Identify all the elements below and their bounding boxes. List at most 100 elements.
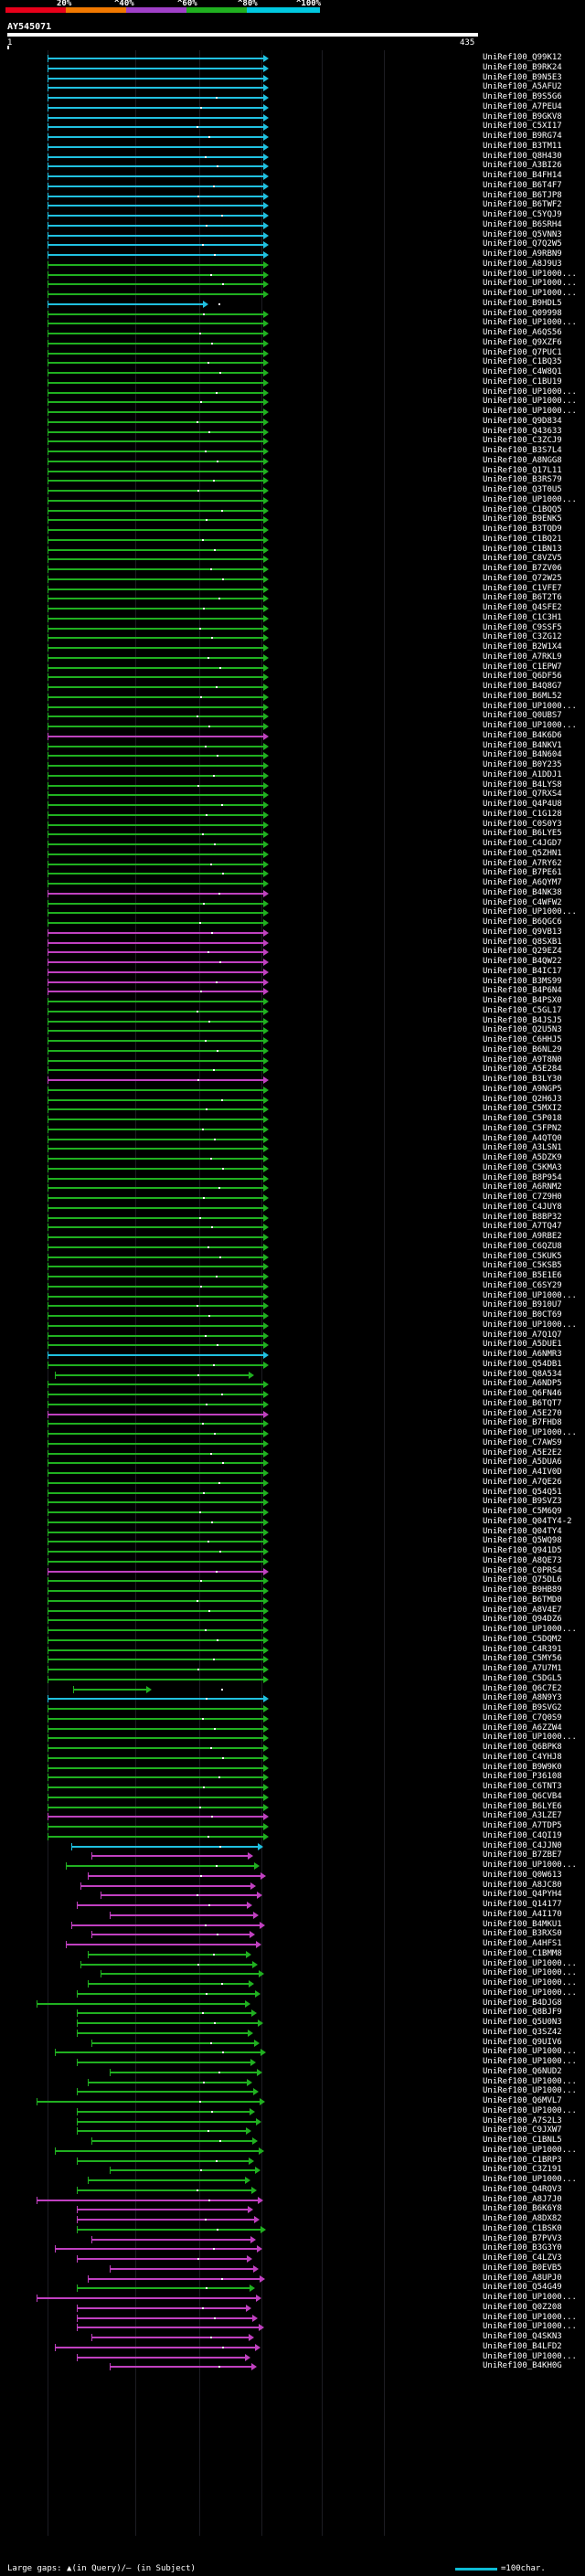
hit-label[interactable]: UniRef100_Q4P4U8 bbox=[483, 800, 562, 809]
hit-label[interactable]: UniRef100_UP1000... bbox=[483, 1625, 577, 1634]
hit-label[interactable]: UniRef100_B4FH14 bbox=[483, 171, 562, 180]
hit-label[interactable]: UniRef100_B9S5G6 bbox=[483, 92, 562, 101]
hit-label[interactable]: UniRef100_C4JJN0 bbox=[483, 1841, 562, 1850]
hit-label[interactable]: UniRef100_UP1000... bbox=[483, 2175, 577, 2184]
hit-label[interactable]: UniRef100_B6LYE5 bbox=[483, 829, 562, 838]
hit-label[interactable]: UniRef100_C6SY29 bbox=[483, 1281, 562, 1290]
hit-label[interactable]: UniRef100_UP1000... bbox=[483, 1959, 577, 1968]
hit-label[interactable]: UniRef100_A4HFS1 bbox=[483, 1939, 562, 1948]
hit-label[interactable]: UniRef100_B3TQD9 bbox=[483, 525, 562, 534]
hit-label[interactable]: UniRef100_Q5ZHN1 bbox=[483, 849, 562, 858]
hit-label[interactable]: UniRef100_A4I170 bbox=[483, 1910, 562, 1919]
hit-label[interactable]: UniRef100_C5DQM2 bbox=[483, 1635, 562, 1644]
hit-label[interactable]: UniRef100_C1BQ35 bbox=[483, 357, 562, 366]
hit-label[interactable]: UniRef100_B3RXS0 bbox=[483, 1929, 562, 1938]
hit-label[interactable]: UniRef100_B8P954 bbox=[483, 1173, 562, 1182]
hit-label[interactable]: UniRef100_Q94DZ6 bbox=[483, 1615, 562, 1624]
hit-label[interactable]: UniRef100_B3TM11 bbox=[483, 142, 562, 151]
hit-label[interactable]: UniRef100_A9RBN9 bbox=[483, 249, 562, 259]
hit-label[interactable]: UniRef100_C4JUY8 bbox=[483, 1203, 562, 1212]
hit-label[interactable]: UniRef100_A7PEU4 bbox=[483, 102, 562, 111]
hit-label[interactable]: UniRef100_Q6C7E2 bbox=[483, 1684, 562, 1693]
hit-label[interactable]: UniRef100_C5MY56 bbox=[483, 1654, 562, 1663]
hit-label[interactable]: UniRef100_Q8SXB1 bbox=[483, 938, 562, 947]
hit-label[interactable]: UniRef100_Q4SFE2 bbox=[483, 603, 562, 612]
hit-label[interactable]: UniRef100_Q0Z208 bbox=[483, 2303, 562, 2312]
hit-label[interactable]: UniRef100_B0Y235 bbox=[483, 760, 562, 769]
hit-label[interactable]: UniRef100_UP1000... bbox=[483, 2293, 577, 2302]
hit-label[interactable]: UniRef100_UP1000... bbox=[483, 289, 577, 298]
hit-label[interactable]: UniRef100_A7TDP5 bbox=[483, 1821, 562, 1830]
hit-label[interactable]: UniRef100_C1BMM8 bbox=[483, 1949, 562, 1958]
hit-label[interactable]: UniRef100_Q6MVL7 bbox=[483, 2096, 562, 2105]
hit-label[interactable]: UniRef100_UP1000... bbox=[483, 721, 577, 730]
hit-label[interactable]: UniRef100_B9HB89 bbox=[483, 1585, 562, 1595]
hit-label[interactable]: UniRef100_B9RG74 bbox=[483, 132, 562, 141]
hit-label[interactable]: UniRef100_B7PVV3 bbox=[483, 2234, 562, 2243]
hit-label[interactable]: UniRef100_C7Q0S9 bbox=[483, 1713, 562, 1723]
hit-label[interactable]: UniRef100_UP1000... bbox=[483, 397, 577, 406]
hit-label[interactable]: UniRef100_A5E2E2 bbox=[483, 1448, 562, 1458]
hit-label[interactable]: UniRef100_A7RY62 bbox=[483, 859, 562, 868]
hit-label[interactable]: UniRef100_A5DUE1 bbox=[483, 1340, 562, 1349]
hit-label[interactable]: UniRef100_C1BSK0 bbox=[483, 2224, 562, 2233]
hit-label[interactable]: UniRef100_A1DDJ1 bbox=[483, 770, 562, 779]
hit-label[interactable]: UniRef100_B4Q8G7 bbox=[483, 682, 562, 691]
hit-label[interactable]: UniRef100_B3S7L4 bbox=[483, 446, 562, 455]
hit-label[interactable]: UniRef100_A8QE73 bbox=[483, 1556, 562, 1565]
hit-label[interactable]: UniRef100_C5KMA3 bbox=[483, 1163, 562, 1172]
hit-label[interactable]: UniRef100_A5E284 bbox=[483, 1065, 562, 1074]
hit-label[interactable]: UniRef100_Q0UBS7 bbox=[483, 711, 562, 720]
hit-label[interactable]: UniRef100_B2W1X4 bbox=[483, 642, 562, 652]
hit-label[interactable]: UniRef100_A7U7M1 bbox=[483, 1664, 562, 1673]
hit-label[interactable]: UniRef100_C5KUK5 bbox=[483, 1252, 562, 1261]
hit-label[interactable]: UniRef100_UP1000... bbox=[483, 270, 577, 279]
hit-label[interactable]: UniRef100_C4QI19 bbox=[483, 1831, 562, 1840]
hit-label[interactable]: UniRef100_C0S0Y3 bbox=[483, 820, 562, 829]
hit-label[interactable]: UniRef100_A8V4E7 bbox=[483, 1606, 562, 1615]
hit-label[interactable]: UniRef100_C5KSB5 bbox=[483, 1261, 562, 1270]
hit-label[interactable]: UniRef100_B9W9K0 bbox=[483, 1763, 562, 1772]
hit-label[interactable]: UniRef100_B9ENK5 bbox=[483, 514, 562, 524]
hit-label[interactable]: UniRef100_C5P018 bbox=[483, 1114, 562, 1123]
hit-label[interactable]: UniRef100_Q17L11 bbox=[483, 466, 562, 475]
hit-label[interactable]: UniRef100_UP1000... bbox=[483, 279, 577, 288]
hit-label[interactable]: UniRef100_B4QW22 bbox=[483, 957, 562, 966]
hit-label[interactable]: UniRef100_C1BRP3 bbox=[483, 2156, 562, 2165]
hit-label[interactable]: UniRef100_Q6FN46 bbox=[483, 1389, 562, 1398]
hit-label[interactable]: UniRef100_Q7Q2W5 bbox=[483, 239, 562, 249]
hit-label[interactable]: UniRef100_C5GL17 bbox=[483, 1006, 562, 1015]
hit-label[interactable]: UniRef100_B6LYE6 bbox=[483, 1802, 562, 1811]
hit-label[interactable]: UniRef100_C4R391 bbox=[483, 1645, 562, 1654]
hit-label[interactable]: UniRef100_B6TQT7 bbox=[483, 1399, 562, 1408]
hit-label[interactable]: UniRef100_Q54G49 bbox=[483, 2283, 562, 2292]
hit-label[interactable]: UniRef100_A7Q1Q7 bbox=[483, 1330, 562, 1340]
hit-label[interactable]: UniRef100_C1C3H1 bbox=[483, 613, 562, 622]
hit-label[interactable]: UniRef100_A9RBE2 bbox=[483, 1232, 562, 1241]
hit-label[interactable]: UniRef100_Q6NUD2 bbox=[483, 2067, 562, 2076]
hit-label[interactable]: UniRef100_B4IC17 bbox=[483, 967, 562, 976]
hit-label[interactable]: UniRef100_Q29EZ4 bbox=[483, 947, 562, 956]
hit-label[interactable]: UniRef100_UP1000... bbox=[483, 2106, 577, 2115]
hit-label[interactable]: UniRef100_A5AFU2 bbox=[483, 82, 562, 91]
hit-label[interactable]: UniRef100_B5E1E6 bbox=[483, 1271, 562, 1280]
hit-label[interactable]: UniRef100_Q6BPK8 bbox=[483, 1743, 562, 1752]
hit-label[interactable]: UniRef100_C1BN13 bbox=[483, 545, 562, 554]
hit-label[interactable]: UniRef100_B4KH0G bbox=[483, 2361, 562, 2370]
hit-label[interactable]: UniRef100_B9HDL5 bbox=[483, 299, 562, 308]
hit-label[interactable]: UniRef100_A6ZZW4 bbox=[483, 1723, 562, 1733]
hit-label[interactable]: UniRef100_Q4RQV3 bbox=[483, 2185, 562, 2194]
hit-label[interactable]: UniRef100_C5M6Q9 bbox=[483, 1507, 562, 1516]
hit-label[interactable]: UniRef100_C6QZU8 bbox=[483, 1242, 562, 1251]
hit-label[interactable]: UniRef100_Q8H430 bbox=[483, 152, 562, 161]
hit-label[interactable]: UniRef100_Q9XZF6 bbox=[483, 338, 562, 347]
hit-label[interactable]: UniRef100_B6SRH4 bbox=[483, 220, 562, 229]
hit-label[interactable]: UniRef100_A8N9Y3 bbox=[483, 1693, 562, 1702]
hit-label[interactable]: UniRef100_Q9UIV6 bbox=[483, 2038, 562, 2047]
hit-label[interactable]: UniRef100_B7FHD8 bbox=[483, 1418, 562, 1427]
hit-label[interactable]: UniRef100_UP1000... bbox=[483, 2086, 577, 2095]
hit-label[interactable]: UniRef100_B4NK38 bbox=[483, 888, 562, 897]
hit-label[interactable]: UniRef100_B9GKV8 bbox=[483, 112, 562, 122]
hit-label[interactable]: UniRef100_A3LZE7 bbox=[483, 1811, 562, 1820]
hit-label[interactable]: UniRef100_UP1000... bbox=[483, 2313, 577, 2322]
